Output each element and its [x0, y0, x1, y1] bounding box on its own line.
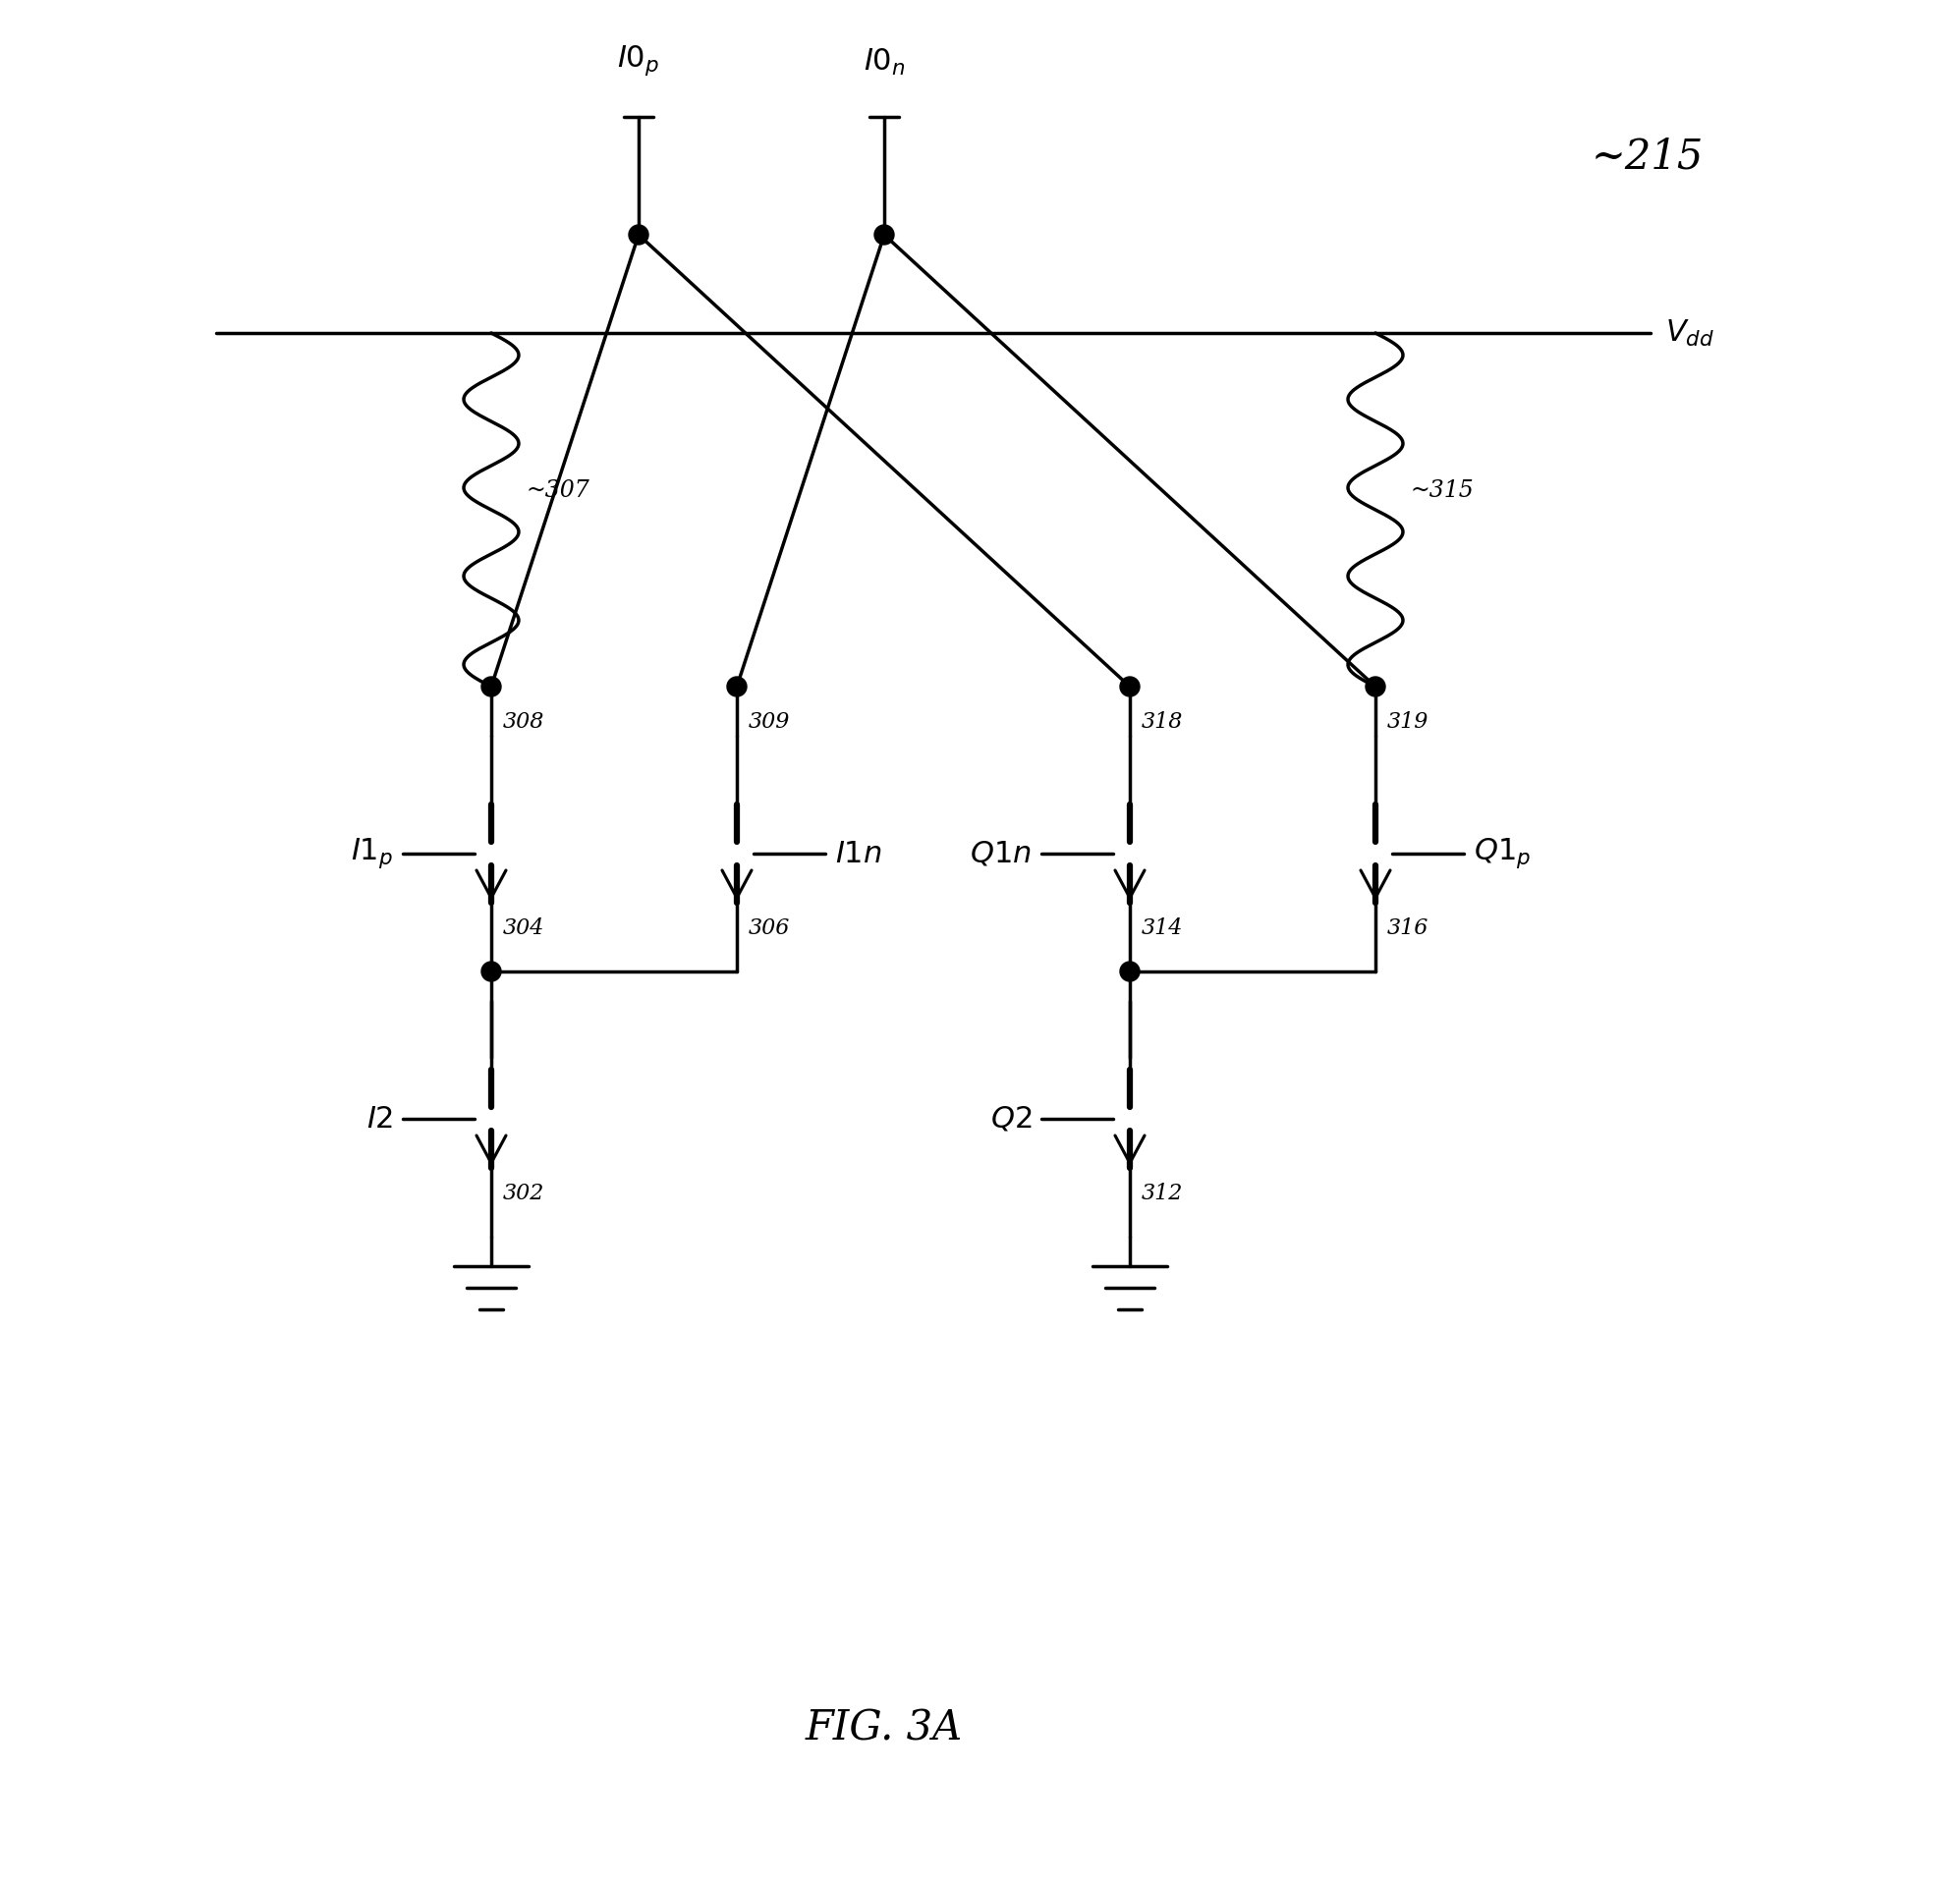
Text: $Q1n$: $Q1n$ [970, 839, 1031, 869]
Text: 309: 309 [749, 711, 790, 733]
Circle shape [482, 961, 502, 982]
Text: 316: 316 [1388, 918, 1429, 939]
Text: ~307: ~307 [525, 479, 590, 501]
Text: FIG. 3A: FIG. 3A [806, 1708, 962, 1749]
Text: 312: 312 [1141, 1182, 1184, 1205]
Text: $V_{dd}$: $V_{dd}$ [1666, 319, 1715, 349]
Text: 314: 314 [1141, 918, 1184, 939]
Text: $Q1_p$: $Q1_p$ [1474, 837, 1531, 871]
Text: 308: 308 [504, 711, 545, 733]
Text: 304: 304 [504, 918, 545, 939]
Text: 306: 306 [749, 918, 790, 939]
Text: ~215: ~215 [1592, 136, 1703, 177]
Circle shape [482, 677, 502, 696]
Text: $I0_p$: $I0_p$ [617, 43, 661, 77]
Text: 318: 318 [1141, 711, 1184, 733]
Circle shape [1366, 677, 1386, 696]
Text: $I1_p$: $I1_p$ [351, 837, 394, 871]
Circle shape [629, 224, 649, 245]
Text: ~315: ~315 [1409, 479, 1474, 501]
Text: 319: 319 [1388, 711, 1429, 733]
Circle shape [727, 677, 747, 696]
Circle shape [1119, 677, 1139, 696]
Text: $I0_n$: $I0_n$ [862, 47, 906, 77]
Circle shape [874, 224, 894, 245]
Text: 302: 302 [504, 1182, 545, 1205]
Text: $I2$: $I2$ [367, 1103, 394, 1135]
Text: $I1n$: $I1n$ [835, 839, 882, 869]
Circle shape [1119, 961, 1139, 982]
Text: $Q2$: $Q2$ [990, 1103, 1031, 1135]
